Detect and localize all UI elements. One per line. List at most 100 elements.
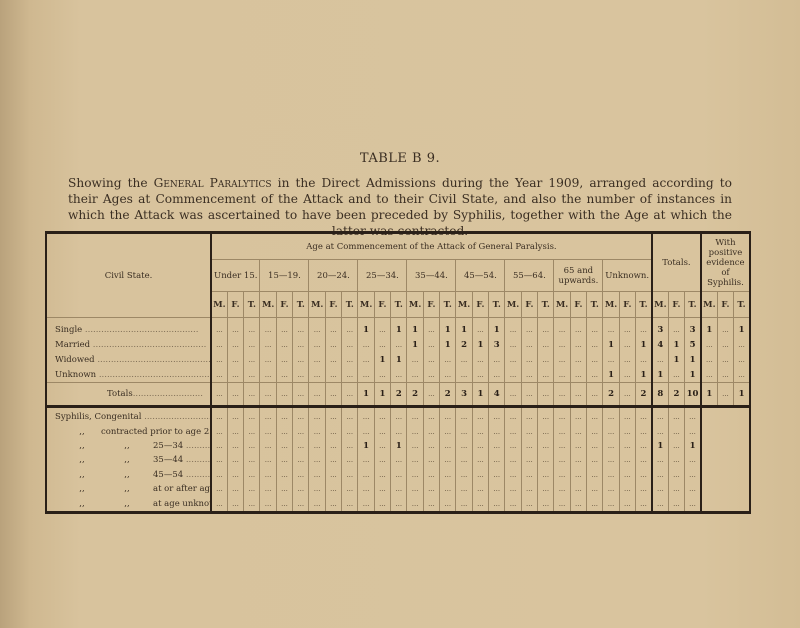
totals-label-text: Totals (107, 389, 133, 399)
table-cell: ... (406, 467, 424, 482)
table-cell: ... (226, 382, 244, 407)
table-cell: 1 (390, 322, 407, 337)
sex-header: M. (504, 291, 522, 318)
table-cell: ... (216, 427, 223, 436)
table-cell: ... (569, 424, 587, 439)
table-cell: ... (341, 352, 358, 367)
table-cell: ... (390, 467, 407, 482)
table-cell: ... (537, 496, 554, 513)
table-cell: ... (520, 424, 538, 439)
table-cell: ... (275, 453, 293, 468)
spacer (716, 317, 734, 322)
sex-header: F. (471, 291, 489, 318)
table-cell: ... (650, 405, 669, 425)
table-cell: ... (243, 337, 260, 352)
desc-text: Showing the (68, 176, 154, 190)
sex-header: M. (259, 291, 277, 318)
table-cell: ... (520, 337, 538, 352)
syphilis-row: Syphilis, Congenital ...................… (45, 405, 750, 513)
table-cell: ... (520, 382, 538, 407)
syphilis-blank-cell (699, 405, 750, 513)
table-cell: ... (635, 438, 652, 454)
sex-header: F. (618, 291, 636, 318)
table-cell: ... (226, 337, 244, 352)
ditto-mark: ,, (79, 440, 85, 451)
table-cell: ... (537, 453, 554, 468)
table-cell: ... (471, 367, 489, 383)
table-cell: ... (243, 424, 260, 439)
table-cell: ... (618, 322, 636, 337)
table-cell: ... (455, 424, 473, 439)
table-cell: 1 (667, 337, 685, 352)
table-cell: ... (667, 481, 685, 497)
table-cell: ... (537, 424, 554, 439)
sex-header: T. (341, 291, 358, 318)
table-cell: ... (602, 453, 620, 468)
sex-header: M. (406, 291, 424, 318)
table-cell: ... (226, 322, 244, 337)
spacer (618, 317, 636, 322)
table-cell: ... (504, 424, 522, 439)
spacer (650, 317, 669, 322)
table-cell: ... (406, 367, 424, 383)
table-cell: ... (211, 405, 228, 425)
table-cell: 1 (471, 382, 489, 407)
table-cell: ... (439, 352, 456, 367)
table-cell: ... (357, 352, 375, 367)
table-cell: ... (422, 405, 440, 425)
table-cell: ... (684, 453, 701, 468)
ditto-mark: ,, (124, 440, 130, 451)
table-cell: ... (553, 467, 571, 482)
table-cell: ... (292, 438, 309, 454)
table-cell: ... (553, 367, 571, 383)
table-cell: ... (537, 367, 554, 383)
table-cell: ... (471, 496, 489, 513)
table-cell: ... (259, 438, 277, 454)
spacer (504, 317, 522, 322)
table-cell: ... (341, 367, 358, 383)
table-cell: ... (520, 496, 538, 513)
table-cell: ... (439, 405, 456, 425)
table-cell: 1 (602, 337, 620, 352)
table-row: Married ................................… (45, 337, 750, 352)
table-cell: ... (226, 424, 244, 439)
table-cell: ... (520, 322, 538, 337)
table-cell: ... (422, 424, 440, 439)
table-cell: ... (216, 456, 223, 465)
spacer (406, 317, 424, 322)
table-cell: ... (569, 467, 587, 482)
sex-header: M. (455, 291, 473, 318)
table-cell: ... (667, 367, 685, 383)
table-cell: ... (586, 438, 603, 454)
table-cell: ... (373, 438, 391, 454)
table-cell: ... (455, 453, 473, 468)
table-cell: ... (422, 453, 440, 468)
leader-dots: ........................................… (185, 469, 211, 480)
table-cell: ... (357, 367, 375, 383)
table-cell: ... (243, 438, 260, 454)
table-cell: 2 (635, 382, 652, 407)
table-cell: ... (357, 337, 375, 352)
table-cell: ... (275, 405, 293, 425)
row-label-text: at age unknown (153, 498, 210, 509)
spacer (569, 317, 587, 322)
table-cell: ... (455, 438, 473, 454)
sex-header: M. (602, 291, 620, 318)
general-paralytics-table: Civil State. Age at Commencement of the A… (45, 231, 751, 514)
table-cell: ... (455, 481, 473, 497)
table-cell: ... (586, 467, 603, 482)
sex-header: T. (733, 291, 750, 318)
table-cell: ... (488, 481, 505, 497)
spacer (586, 317, 603, 322)
table-cell: ... (602, 322, 620, 337)
table-cell: ... (733, 367, 750, 383)
table-cell: ... (439, 481, 456, 497)
ditto-mark: ,, (79, 469, 85, 480)
sex-header: M. (211, 291, 228, 318)
table-cell: ... (373, 337, 391, 352)
table-cell: ... (357, 405, 375, 425)
spacer (471, 317, 489, 322)
table-cell: ... (243, 382, 260, 407)
table-cell: ... (553, 453, 571, 468)
table-cell: ... (422, 467, 440, 482)
